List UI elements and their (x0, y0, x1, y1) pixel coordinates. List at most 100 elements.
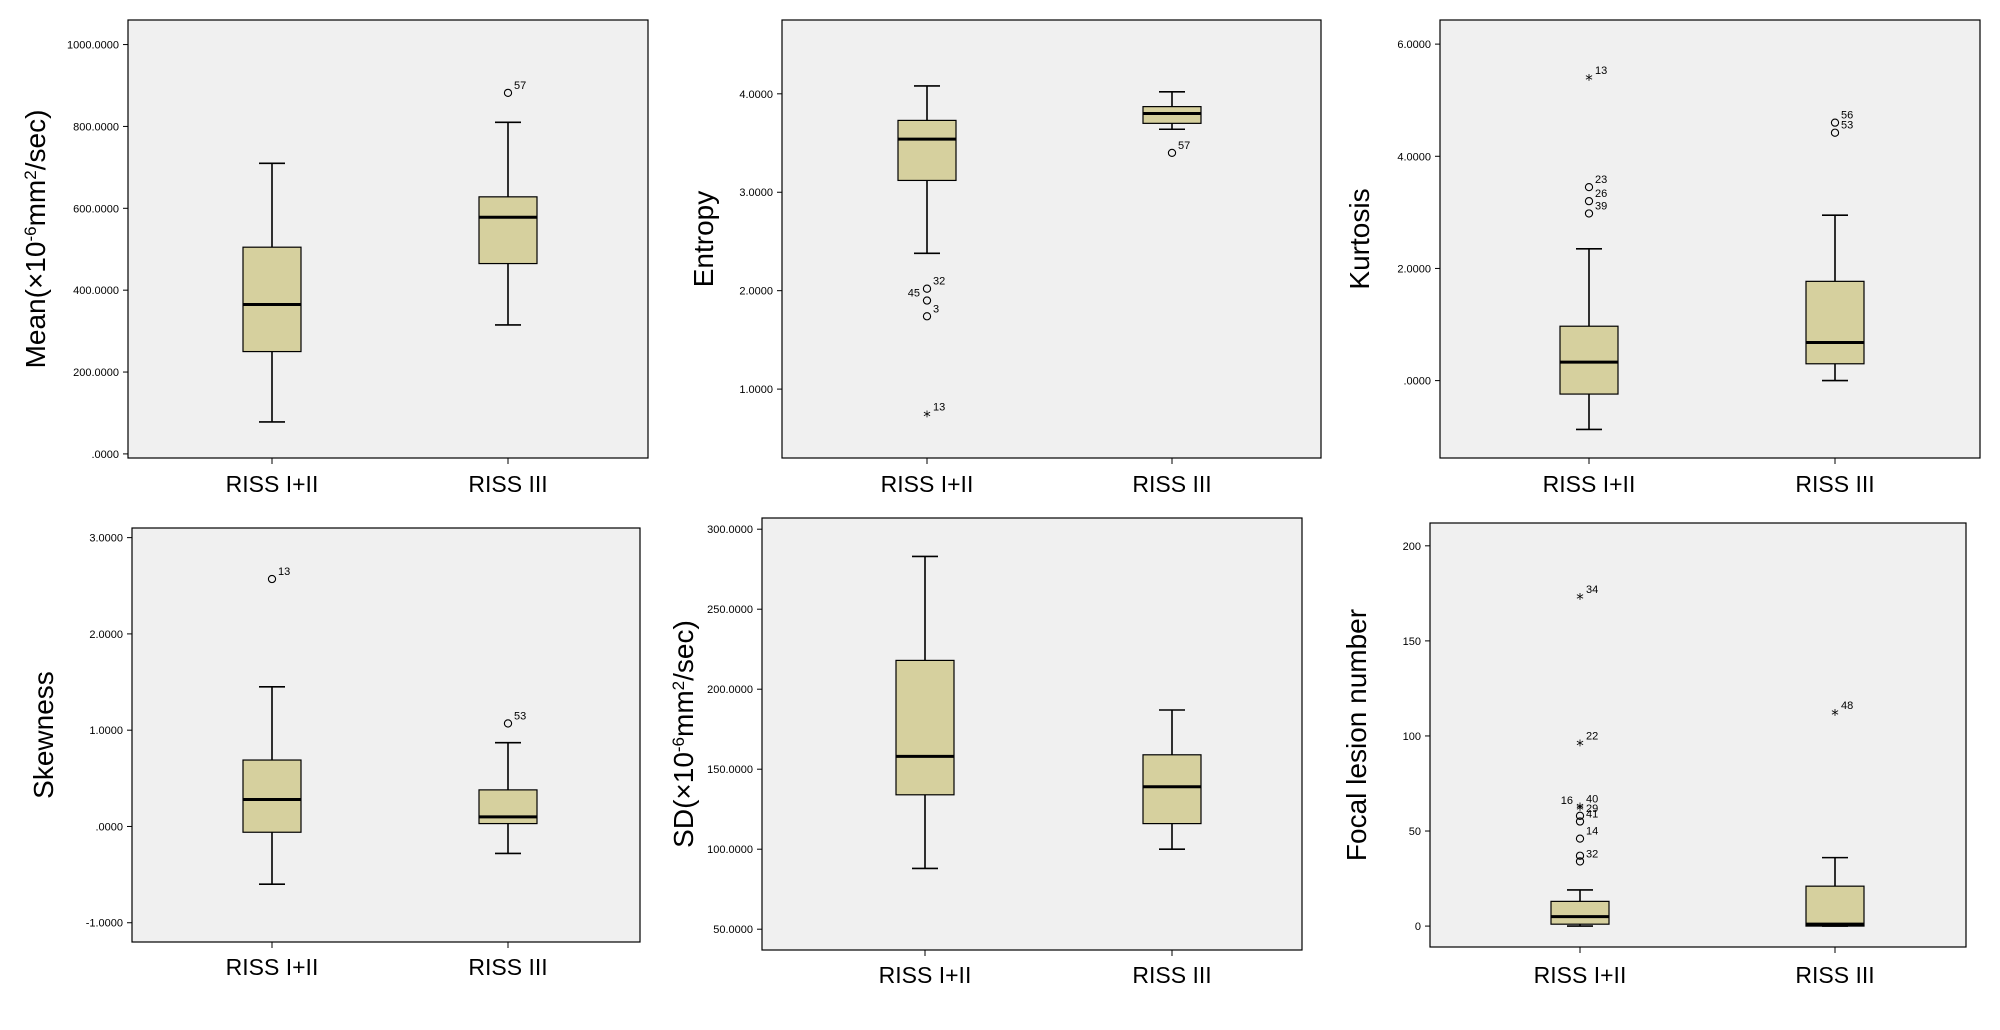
box-riss-iii: 57 (1142, 91, 1202, 158)
iqr-box (897, 119, 957, 182)
outlier-circle (1575, 857, 1585, 866)
outlier-label: 34 (1586, 584, 1598, 596)
outlier-label: 32 (933, 276, 945, 288)
outlier-circle (1584, 196, 1594, 206)
outlier-label: 39 (1595, 200, 1607, 212)
chart-sd: 50.0000 100.0000 150.0000 200.0000 250.0000 3… (668, 517, 1303, 988)
outlier-label: 56 (1841, 110, 1853, 122)
category-label: RISS III (1795, 962, 1874, 988)
box-riss-i-ii: 32 45 3 * 13 (897, 85, 957, 426)
y-tick-label: 200.0000 (73, 367, 119, 379)
y-tick-label: 3.0000 (89, 533, 123, 545)
box-riss-iii: * 48 (1805, 700, 1865, 927)
y-axis-title: Skewness (28, 671, 59, 799)
outlier-circle (922, 284, 932, 293)
y-tick-label: 200.0000 (707, 684, 753, 696)
category-label: RISS I+II (1534, 962, 1627, 988)
y-axis-title: Mean(×10-6mm2/sec) (20, 110, 51, 369)
y-tick-label: 250.0000 (707, 604, 753, 616)
category-label: RISS I+II (879, 962, 972, 988)
y-tick-label: 200 (1403, 541, 1421, 553)
plot-area (131, 527, 641, 943)
y-axis-title: Entropy (688, 191, 719, 288)
outlier-label: 57 (514, 80, 526, 92)
outlier-label: 40 (1586, 793, 1598, 805)
y-tick-label: 2.0000 (1397, 263, 1431, 275)
outlier-circle (1830, 128, 1840, 137)
y-tick-label: 6.0000 (1397, 39, 1431, 51)
y-tick-label: 2.0000 (89, 629, 123, 641)
category-label: RISS I+II (1543, 471, 1636, 497)
y-tick-label: 800.0000 (73, 121, 119, 133)
outlier-label: 29 (1586, 803, 1598, 815)
iqr-box (1805, 280, 1865, 365)
box-riss-iii: 57 (478, 80, 538, 326)
chart-entropy: 1.0000 2.0000 3.0000 4.0000 RISS I+II RISS II… (688, 19, 1322, 497)
y-axis-title: Kurtosis (1344, 188, 1375, 289)
outlier-circle (1830, 118, 1840, 127)
category-label: RISS III (1132, 962, 1211, 988)
outlier-circle (1584, 182, 1594, 192)
plot-area (781, 19, 1322, 459)
y-tick-label: 600.0000 (73, 203, 119, 215)
box-riss-i-ii (242, 162, 302, 423)
outlier-circle (922, 312, 932, 321)
outlier-circle (503, 88, 513, 98)
iqr-box (478, 789, 538, 825)
plot-area (127, 19, 649, 459)
plot-area (1439, 19, 1981, 459)
y-tick-label: -1.0000 (86, 918, 123, 930)
outlier-circle (922, 296, 932, 305)
outlier-label: 53 (1841, 120, 1853, 132)
iqr-box (242, 246, 302, 353)
y-tick-label: 4.0000 (739, 89, 773, 101)
outlier-label: 41 (1586, 809, 1598, 821)
y-tick-label: .0000 (91, 449, 119, 461)
outlier-star: * (923, 408, 931, 426)
outlier-label: 57 (1178, 140, 1190, 152)
chart-mean: .0000 200.0000 400.0000 600.0000 800.0000 100… (20, 19, 649, 497)
y-tick-label: 150 (1403, 636, 1421, 648)
category-label: RISS III (468, 471, 547, 497)
outlier-label: 22 (1586, 731, 1598, 743)
y-tick-label: 150.0000 (707, 764, 753, 776)
outlier-circle (267, 574, 277, 584)
outlier-circle (1167, 148, 1177, 158)
outlier-label: 16 (1561, 795, 1573, 807)
box-riss-i-ii: 13 (242, 566, 302, 886)
y-tick-label: 50 (1409, 826, 1421, 838)
outlier-label: 3 (933, 303, 939, 315)
outlier-label: 13 (1595, 65, 1607, 77)
outlier-star: * (1576, 737, 1584, 755)
outlier-star: * (1585, 71, 1593, 89)
y-tick-label: 100.0000 (707, 844, 753, 856)
y-tick-label: 1.0000 (739, 384, 773, 396)
y-tick-label: .0000 (95, 821, 123, 833)
outlier-label: 45 (908, 288, 920, 300)
outlier-circle (1575, 851, 1585, 860)
box-riss-i-ii (895, 555, 955, 870)
outlier-label: 23 (1595, 174, 1607, 186)
outlier-circle (503, 719, 513, 728)
outlier-star: * (1576, 801, 1584, 819)
iqr-box (1559, 325, 1619, 395)
y-tick-label: 2.0000 (739, 286, 773, 298)
outlier-circle (1575, 817, 1585, 826)
box-riss-iii (1142, 709, 1202, 851)
outlier-star: * (1576, 799, 1584, 817)
outlier-star: * (1831, 706, 1839, 724)
category-label: RISS I+II (226, 954, 319, 980)
y-tick-label: 400.0000 (73, 285, 119, 297)
y-tick-label: 3.0000 (739, 187, 773, 199)
chart-focal: 0 50 100 150 200 RISS I+II RISS III Focal lesio… (1341, 522, 1967, 988)
y-axis-title: Focal lesion number (1341, 609, 1372, 861)
y-tick-label: 4.0000 (1397, 151, 1431, 163)
iqr-box (478, 196, 538, 265)
iqr-box (895, 659, 955, 796)
y-tick-label: 1000.0000 (67, 40, 119, 52)
y-tick-label: 1.0000 (89, 725, 123, 737)
outlier-circle (1584, 209, 1594, 218)
